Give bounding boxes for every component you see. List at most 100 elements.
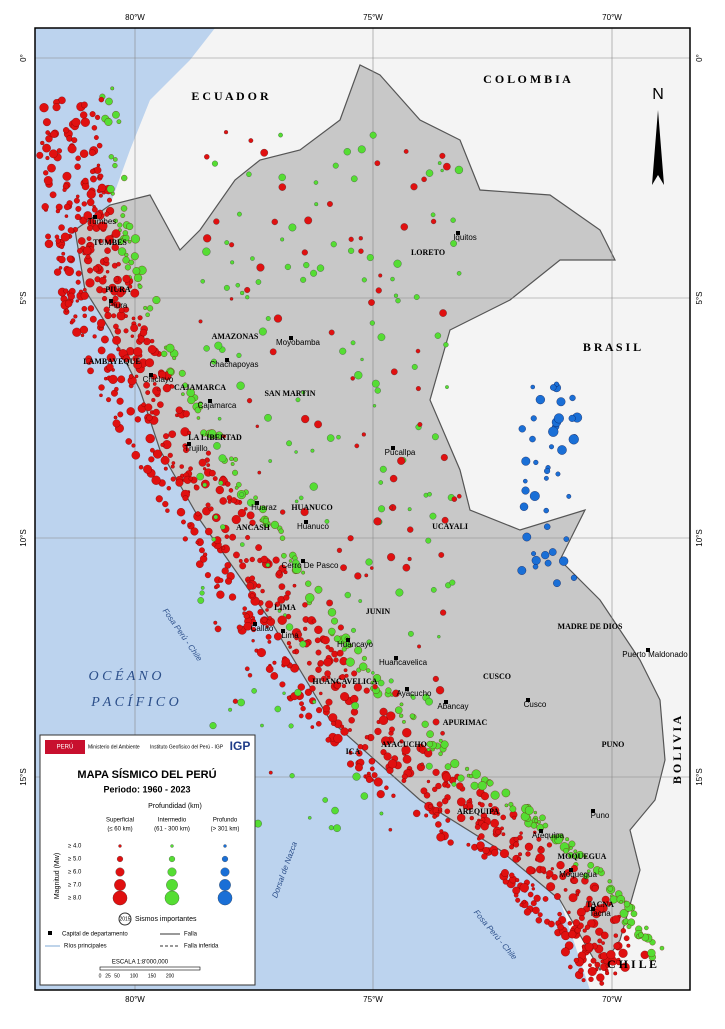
epicenter xyxy=(274,705,282,713)
epicenter xyxy=(619,900,624,904)
epicenter xyxy=(440,730,445,736)
legend-text: Superficial xyxy=(106,818,134,824)
epicenter xyxy=(532,830,537,835)
epicenter xyxy=(198,405,203,410)
region-label: ANCASH xyxy=(236,523,271,532)
epicenter xyxy=(544,523,551,530)
epicenter xyxy=(439,152,446,159)
epicenter xyxy=(413,809,421,818)
epicenter xyxy=(71,137,78,144)
epicenter xyxy=(260,723,264,728)
epicenter xyxy=(400,223,408,231)
epicenter xyxy=(530,384,535,390)
epicenter xyxy=(85,358,93,365)
epicenter xyxy=(415,386,421,392)
epicenter xyxy=(576,850,584,859)
epicenter xyxy=(246,171,252,177)
epicenter xyxy=(289,773,295,779)
epicenter xyxy=(554,893,561,900)
epicenter xyxy=(438,552,445,558)
legend-text: ≥ 5.0 xyxy=(68,857,82,863)
capital-marker xyxy=(456,231,460,235)
epicenter xyxy=(551,874,558,881)
epicenter xyxy=(393,259,402,268)
region-label: AREQUIPA xyxy=(457,807,499,816)
epicenter xyxy=(163,433,169,440)
epicenter xyxy=(278,183,287,191)
epicenter xyxy=(249,575,255,582)
epicenter xyxy=(40,140,45,146)
epicenter xyxy=(55,209,61,214)
epicenter xyxy=(567,852,575,859)
epicenter xyxy=(98,193,103,198)
epicenter xyxy=(548,548,557,556)
epicenter xyxy=(150,447,155,453)
epicenter xyxy=(519,831,523,835)
epicenter xyxy=(130,324,139,332)
epicenter xyxy=(98,96,105,103)
epicenter xyxy=(312,699,317,704)
epicenter xyxy=(157,401,164,408)
epicenter xyxy=(388,827,393,832)
epicenter xyxy=(378,505,386,513)
capital-marker xyxy=(253,622,257,626)
epicenter xyxy=(237,211,242,217)
epicenter xyxy=(67,227,74,234)
epicenter xyxy=(190,527,199,536)
epicenter xyxy=(104,235,114,245)
epicenter xyxy=(53,268,62,276)
region-label: AYACUCHO xyxy=(381,740,427,749)
epicenter xyxy=(601,895,610,904)
epicenter xyxy=(426,747,431,752)
epicenter xyxy=(251,688,257,694)
capital-marker xyxy=(646,648,650,652)
epicenter xyxy=(64,308,69,313)
epicenter xyxy=(568,893,578,903)
epicenter xyxy=(104,211,110,217)
epicenter xyxy=(567,921,573,926)
epicenter xyxy=(420,762,424,766)
epicenter xyxy=(373,777,383,787)
epicenter xyxy=(345,657,355,667)
epicenter xyxy=(170,464,175,469)
epicenter xyxy=(481,853,488,860)
epicenter xyxy=(80,111,88,119)
epicenter xyxy=(337,624,344,631)
epicenter xyxy=(181,392,185,396)
epicenter xyxy=(209,469,216,477)
epicenter xyxy=(202,467,207,471)
epicenter xyxy=(152,408,160,416)
epicenter xyxy=(586,869,591,873)
epicenter xyxy=(111,313,117,319)
epicenter xyxy=(441,797,449,805)
epicenter xyxy=(79,325,89,334)
epicenter xyxy=(377,333,386,342)
epicenter xyxy=(96,163,101,168)
ocean-label: P A C Í F I C O xyxy=(90,693,179,710)
epicenter xyxy=(200,279,205,284)
epicenter xyxy=(224,534,230,539)
epicenter xyxy=(260,555,268,564)
region-label: ICA xyxy=(346,747,361,756)
epicenter xyxy=(256,648,266,658)
epicenter xyxy=(350,340,356,346)
epicenter xyxy=(264,414,272,422)
epicenter xyxy=(265,608,269,612)
epicenter xyxy=(305,712,313,720)
scale-tick-label: 200 xyxy=(166,973,175,979)
epicenter xyxy=(407,507,412,512)
epicenter xyxy=(83,246,92,255)
epicenter xyxy=(479,802,485,808)
epicenter xyxy=(294,499,299,504)
epicenter xyxy=(437,161,442,165)
epicenter xyxy=(88,149,96,157)
epicenter xyxy=(356,750,363,757)
epicenter xyxy=(319,691,323,696)
epicenter xyxy=(309,685,316,692)
legend-symbol xyxy=(164,890,180,906)
epicenter xyxy=(376,790,385,799)
epicenter xyxy=(93,135,99,140)
epicenter xyxy=(85,278,95,288)
legend-text: Intermedio xyxy=(158,818,187,824)
